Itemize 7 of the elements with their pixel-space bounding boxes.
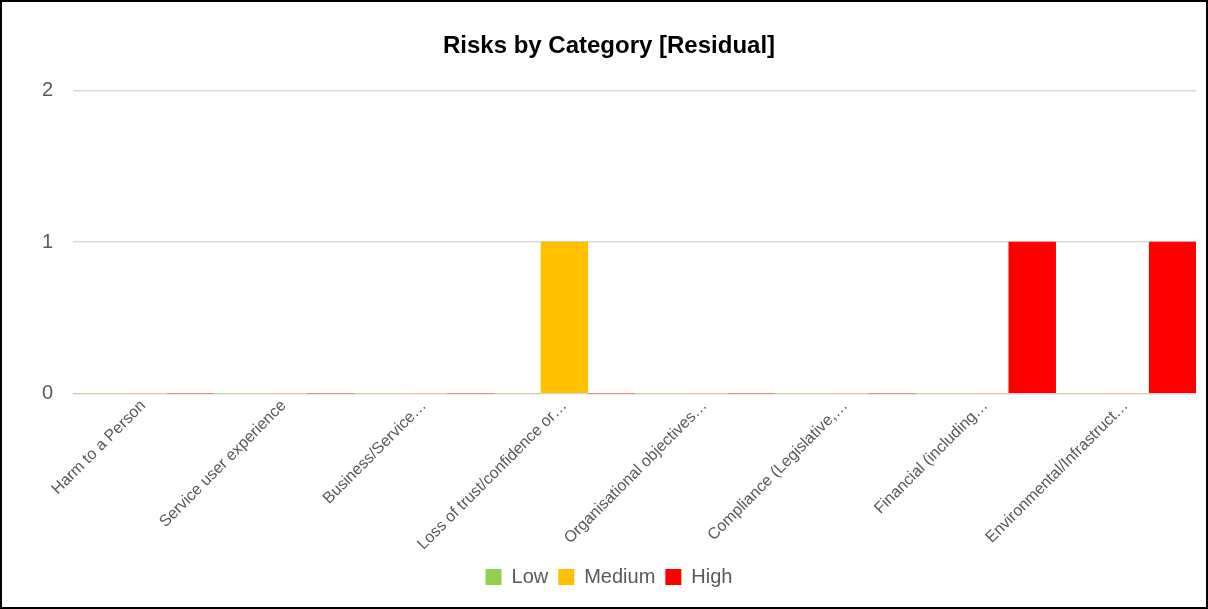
legend-label: High (691, 564, 733, 587)
y-tick-label: 1 (42, 229, 54, 252)
y-tick-label: 0 (42, 380, 54, 403)
legend-label: Low (511, 564, 549, 587)
chart-title: Risks by Category [Residual] (442, 31, 776, 59)
y-tick-label: 2 (42, 78, 54, 101)
legend-label: Medium (584, 564, 656, 587)
